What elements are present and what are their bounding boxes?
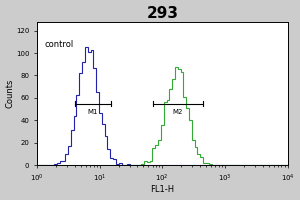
Y-axis label: Counts: Counts	[6, 79, 15, 108]
Text: control: control	[44, 40, 74, 49]
Text: M2: M2	[173, 109, 183, 115]
Text: M1: M1	[88, 109, 98, 115]
X-axis label: FL1-H: FL1-H	[150, 185, 174, 194]
Title: 293: 293	[146, 6, 178, 21]
